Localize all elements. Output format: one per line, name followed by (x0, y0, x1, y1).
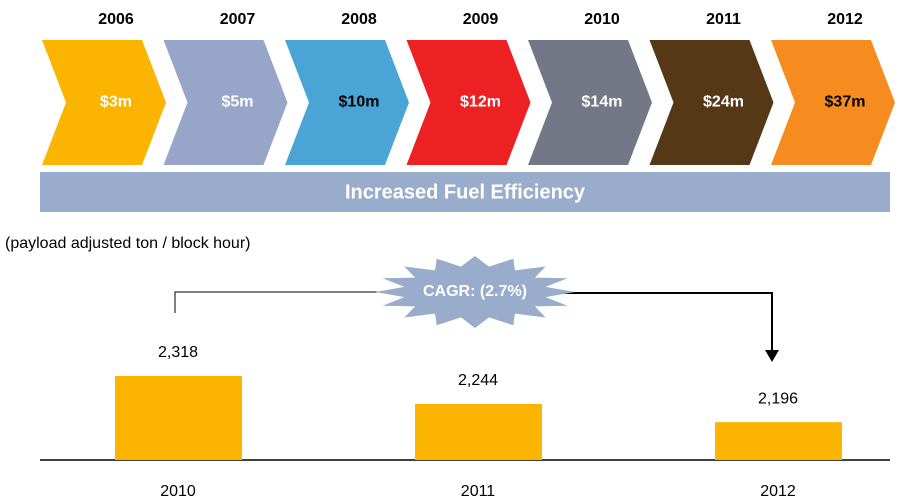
chevron (163, 40, 288, 165)
bar (115, 376, 242, 460)
arrow-head (765, 350, 779, 362)
year-label: 2012 (827, 11, 863, 28)
bar (415, 404, 542, 460)
starburst (375, 256, 575, 328)
chevron (285, 40, 409, 165)
banner (40, 172, 890, 212)
bar-value-label: 2,318 (158, 344, 198, 361)
year-label: 2010 (584, 11, 620, 28)
annotation: CAGR: (2.7%) (423, 283, 527, 300)
starburst-shape (375, 256, 575, 328)
chevron (771, 40, 895, 165)
bar (715, 422, 842, 460)
chevron (406, 40, 531, 165)
value-label: $37m (825, 94, 866, 111)
chevron (528, 40, 652, 165)
value-label: $10m (339, 94, 380, 111)
banner-title: Increased Fuel Efficiency (345, 181, 586, 203)
year-label: 2006 (98, 11, 134, 28)
x-tick-label: 2010 (160, 483, 196, 500)
value-label: $3m (100, 94, 132, 111)
x-tick-label: 2011 (461, 483, 496, 500)
value-label: $5m (221, 94, 253, 111)
bar-value-label: 2,244 (458, 372, 498, 389)
year-label: 2009 (463, 11, 499, 28)
value-label: $24m (703, 94, 744, 111)
value-label: $12m (460, 94, 501, 111)
x-tick-label: 2012 (760, 483, 796, 500)
bracket-left (174, 291, 400, 313)
chevron (42, 40, 166, 165)
subtitle: (payload adjusted ton / block hour) (5, 235, 250, 252)
value-label: $14m (582, 94, 623, 111)
bar-value-label: 2,196 (758, 390, 798, 407)
bracket-right (560, 292, 773, 352)
year-label: 2007 (220, 11, 256, 28)
year-label: 2011 (706, 11, 741, 28)
chevron (649, 40, 774, 165)
year-label: 2008 (341, 11, 377, 28)
